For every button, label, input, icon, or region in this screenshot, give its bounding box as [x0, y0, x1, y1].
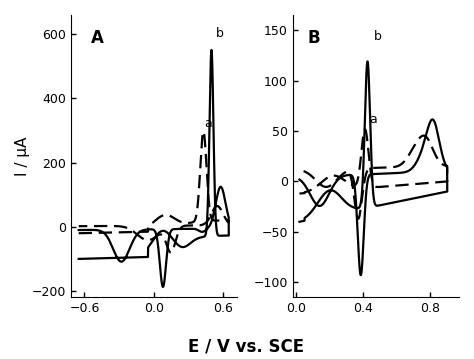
- Text: b: b: [374, 30, 382, 43]
- Y-axis label: I / μA: I / μA: [15, 136, 30, 176]
- Text: B: B: [308, 29, 320, 47]
- Text: E / V vs. SCE: E / V vs. SCE: [189, 337, 304, 355]
- Text: b: b: [216, 28, 223, 41]
- Text: A: A: [91, 29, 103, 47]
- Text: a: a: [369, 113, 377, 126]
- Text: a: a: [205, 117, 212, 130]
